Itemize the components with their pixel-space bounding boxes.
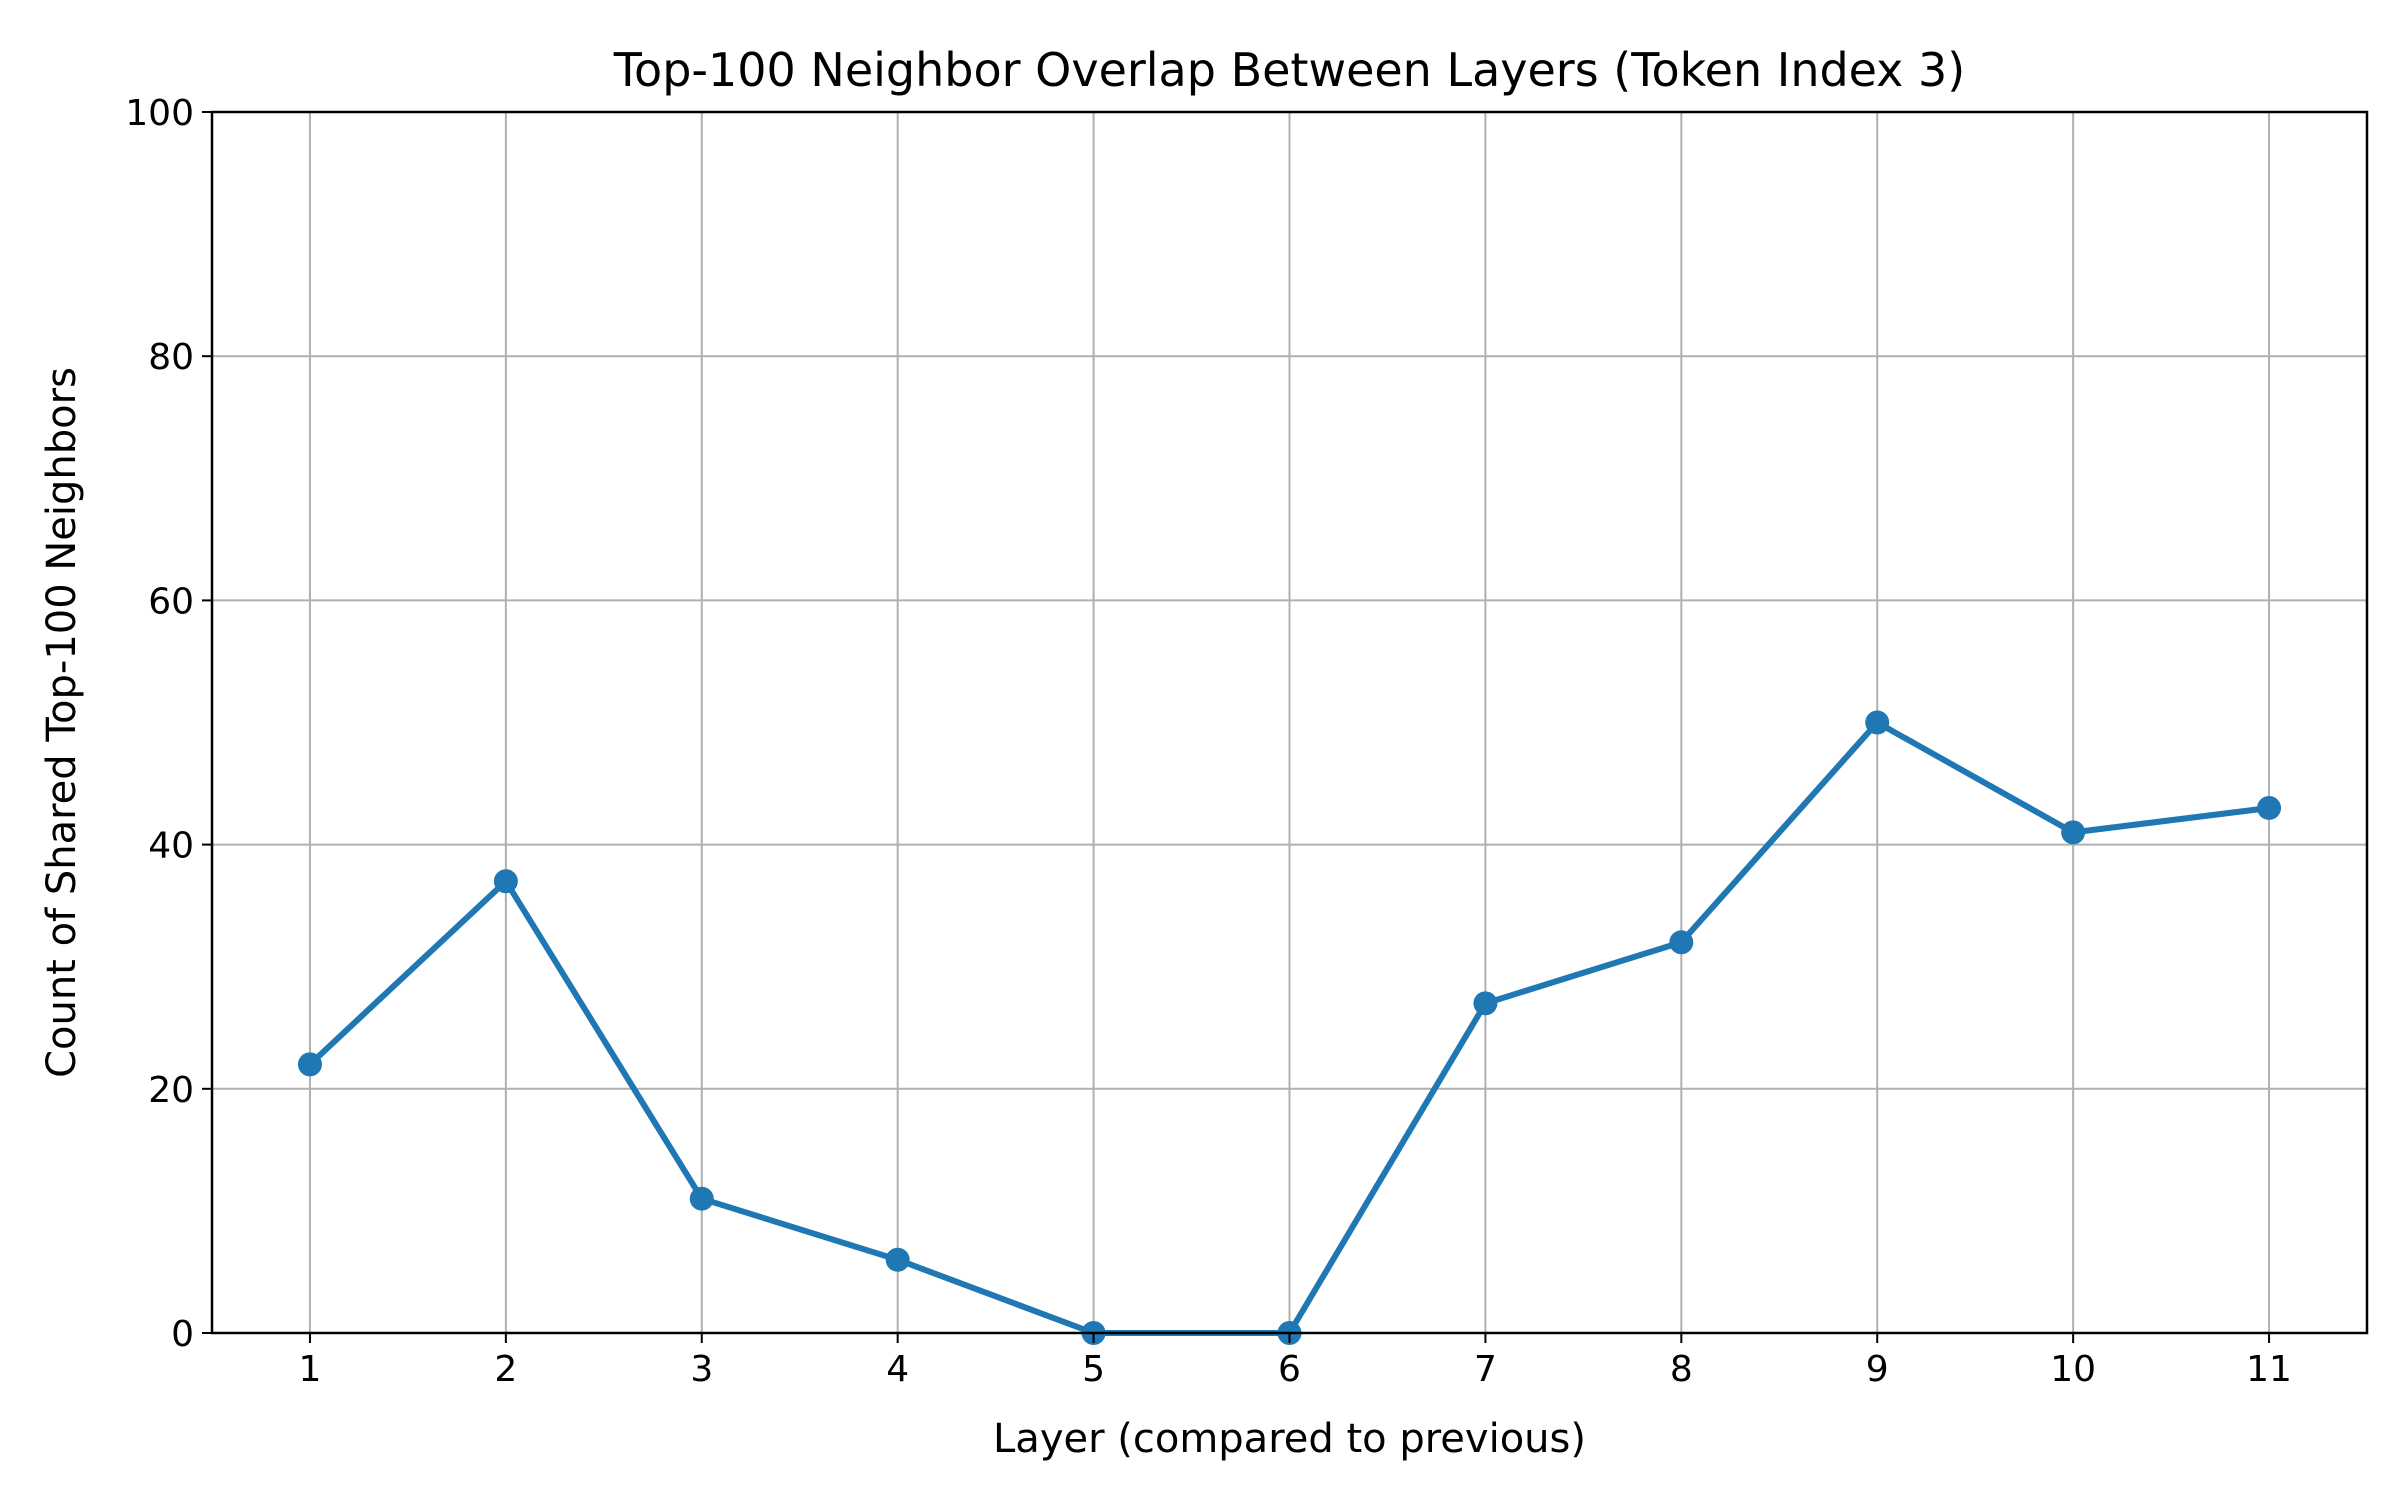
y-tick-label: 80 — [148, 337, 194, 378]
x-tick-label: 9 — [1866, 1349, 1889, 1390]
data-point — [1865, 710, 1890, 735]
x-tick-label: 5 — [1082, 1349, 1105, 1390]
axis-ticks: 1 2 3 4 5 6 7 8 9 10 11 0 20 40 60 80 100 — [125, 93, 2292, 1390]
x-tick-label: 8 — [1670, 1349, 1693, 1390]
x-tick-label: 2 — [494, 1349, 517, 1390]
x-tick-label: 10 — [2050, 1349, 2096, 1390]
x-tick-label: 1 — [299, 1349, 322, 1390]
data-point — [2257, 795, 2282, 820]
y-axis-title: Count of Shared Top-100 Neighbors — [39, 367, 85, 1078]
y-tick-label: 40 — [148, 826, 194, 867]
x-axis-title: Layer (compared to previous) — [993, 1416, 1586, 1462]
data-point — [2061, 820, 2086, 845]
x-tick-label: 11 — [2246, 1349, 2292, 1390]
x-tick-label: 7 — [1474, 1349, 1497, 1390]
data-point — [1473, 991, 1498, 1016]
y-tick-label: 0 — [171, 1314, 194, 1355]
y-tick-label: 100 — [125, 93, 194, 134]
y-tick-label: 20 — [148, 1070, 194, 1111]
x-tick-label: 4 — [886, 1349, 909, 1390]
x-tick-label: 3 — [690, 1349, 713, 1390]
x-tick-label: 6 — [1278, 1349, 1301, 1390]
data-point — [689, 1186, 714, 1211]
data-point — [297, 1052, 322, 1077]
data-point — [1669, 930, 1694, 955]
chart-title: Top-100 Neighbor Overlap Between Layers … — [613, 43, 1965, 97]
data-point — [493, 869, 518, 894]
data-point — [885, 1247, 910, 1272]
y-tick-label: 60 — [148, 581, 194, 622]
